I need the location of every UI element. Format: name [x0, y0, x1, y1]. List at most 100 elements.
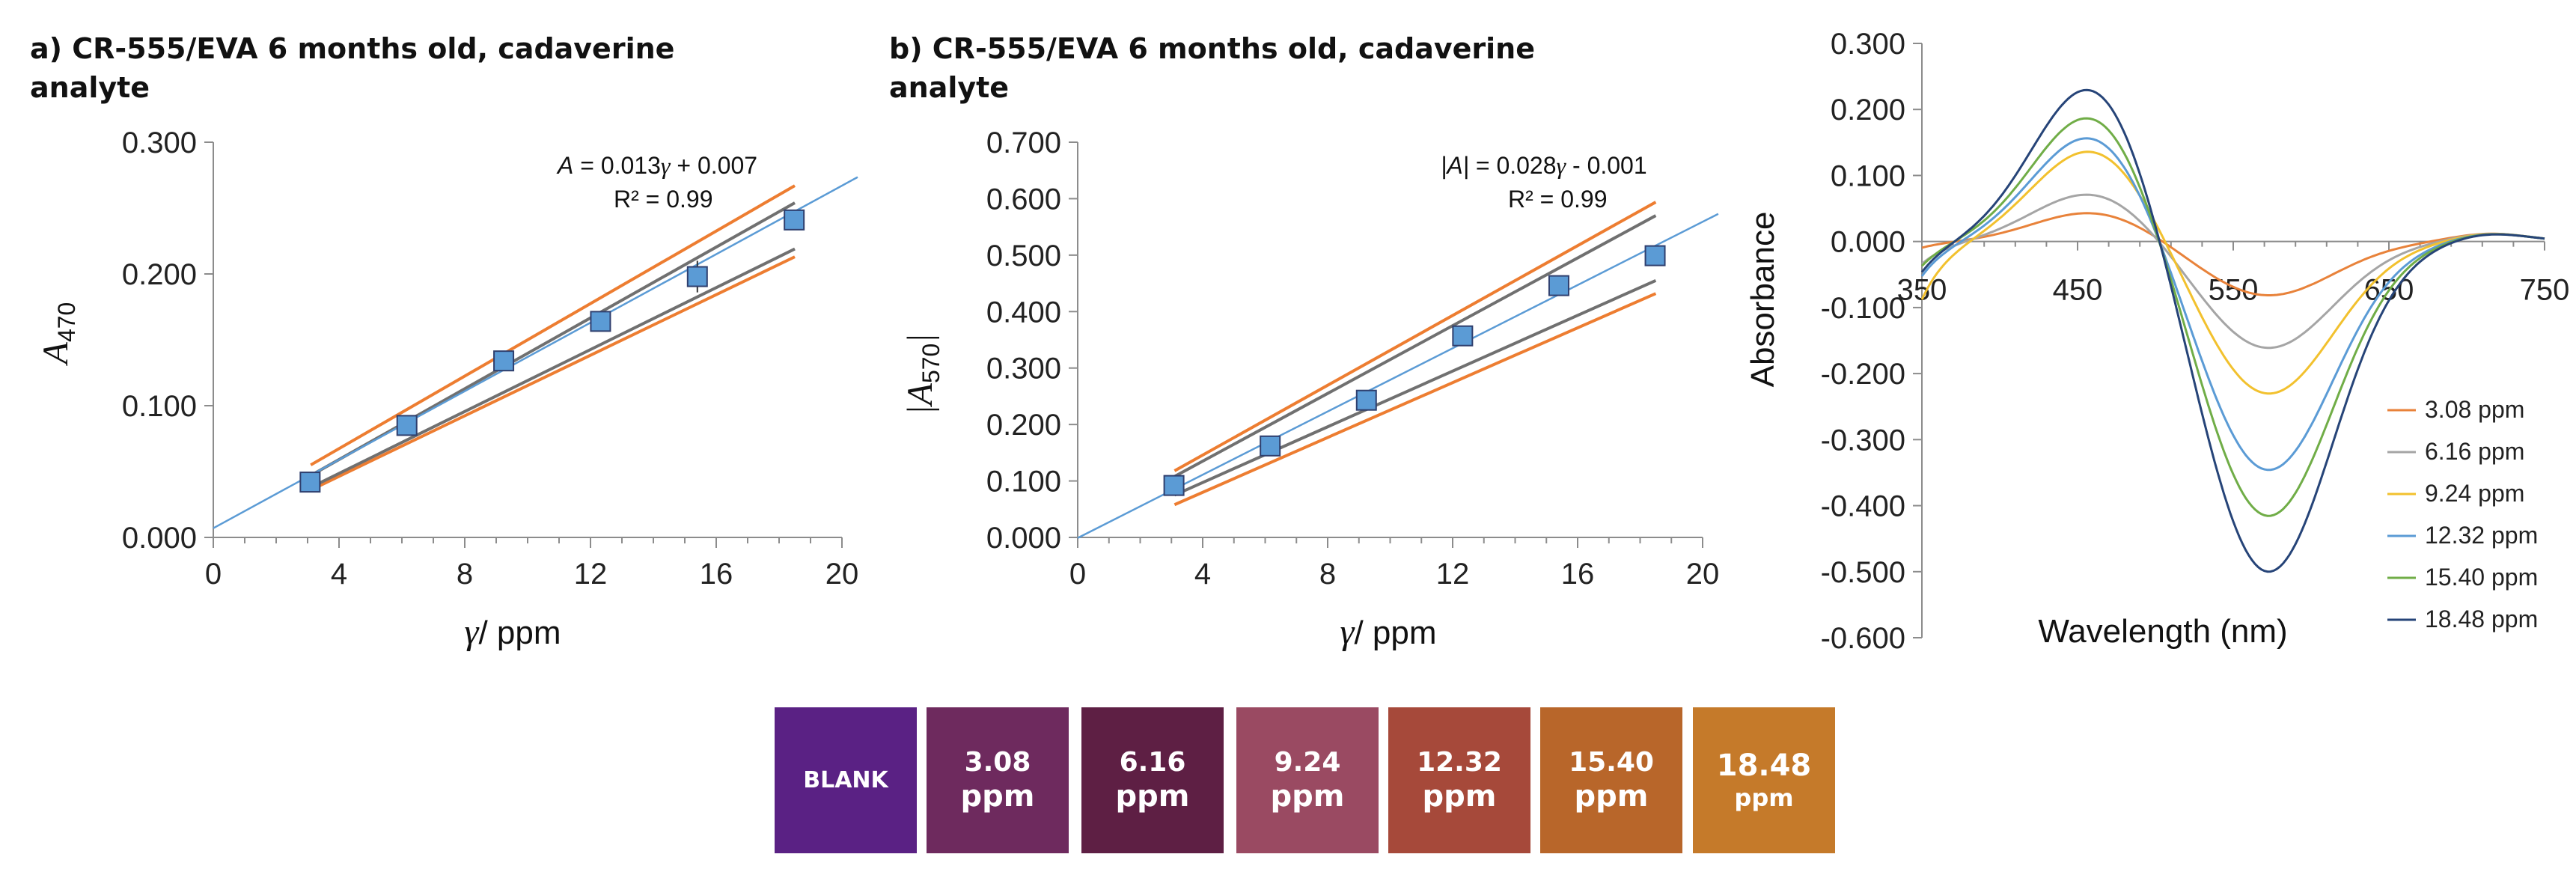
confidence-band-line — [310, 247, 796, 489]
data-point — [299, 472, 321, 493]
swatch-value: 9.24 — [1274, 746, 1341, 778]
x-tick-label: 4 — [331, 558, 347, 591]
legend-label: 3.08 ppm — [2425, 396, 2524, 423]
y-tick-label: 0.200 — [1831, 94, 1905, 126]
confidence-band-line — [1173, 278, 1657, 497]
swatch-unit: ppm — [960, 779, 1035, 814]
y-tick-label: -0.400 — [1821, 490, 1905, 523]
x-tick-label: 12 — [574, 558, 608, 591]
y-tick-label: -0.300 — [1821, 424, 1905, 457]
swatch-unit: ppm — [1115, 779, 1190, 814]
panel-c-xlabel: Wavelength (nm) — [2038, 613, 2287, 650]
panel-c-curves — [1920, 88, 2545, 573]
x-tick-label: 0 — [1069, 558, 1086, 591]
swatch-unit: ppm — [1270, 779, 1345, 814]
panel-b-lines — [1077, 201, 1719, 539]
swatch-15-40: 15.40 ppm — [1540, 707, 1682, 853]
regression-line — [1077, 213, 1719, 539]
swatch-18-48: 18.48 ppm — [1693, 707, 1835, 853]
swatch-blank: BLANK — [775, 707, 917, 853]
legend-label: 15.40 ppm — [2425, 564, 2538, 591]
legend-label: 6.16 ppm — [2425, 438, 2524, 465]
panel-a-title-line1: a) CR-555/EVA 6 months old, cadaverine — [30, 32, 674, 65]
x-tick-label: 8 — [1319, 558, 1336, 591]
y-tick-label: 0.100 — [1831, 159, 1905, 192]
x-tick-label: 750 — [2520, 274, 2570, 307]
y-tick-label: 0.100 — [122, 390, 197, 423]
panel-a: a) CR-555/EVA 6 months old, cadaverine a… — [30, 32, 858, 652]
panel-a-ticks: 0.000 0.100 0.200 0.300 0 4 8 12 16 20 — [122, 126, 858, 591]
x-tick-label: 450 — [2053, 274, 2103, 307]
x-tick-label: 0 — [205, 558, 222, 591]
y-tick-label: 0.300 — [1831, 28, 1905, 61]
panel-b: b) CR-555/EVA 6 months old, cadaverine a… — [889, 32, 1719, 652]
panel-b-r2: R² = 0.99 — [1508, 186, 1608, 213]
panel-b-xlabel: γ/ ppm — [1340, 612, 1437, 652]
panel-b-eq-var: γ — [1557, 152, 1567, 179]
panel-a-xlabel: γ/ ppm — [465, 612, 561, 652]
panel-b-eq-tail: - 0.001 — [1566, 152, 1647, 179]
data-point — [590, 311, 611, 332]
x-tick-label: 16 — [700, 558, 733, 591]
panel-c: 0.300 0.200 0.100 0.000 -0.100 -0.200 -0.300 -0… — [1745, 28, 2569, 655]
confidence-band-line — [1173, 214, 1657, 478]
y-tick-label: 0.200 — [122, 258, 197, 291]
spectrum-line — [1920, 117, 2545, 517]
y-tick-label: 0.200 — [986, 409, 1061, 442]
swatch-value: 18.48 — [1716, 748, 1812, 784]
swatch-value: 15.40 — [1569, 746, 1654, 778]
data-point — [784, 209, 805, 231]
x-tick-label: 4 — [1194, 558, 1211, 591]
panel-c-legend: 3.08 ppm 6.16 ppm 9.24 ppm 12.32 ppm 15.40 p… — [2387, 396, 2538, 632]
swatch-value: 12.32 — [1417, 746, 1502, 778]
data-point — [493, 350, 515, 372]
swatch-value: 3.08 — [964, 746, 1031, 778]
y-tick-label: -0.500 — [1821, 556, 1905, 589]
x-tick-label: 16 — [1561, 558, 1595, 591]
panel-a-eq-lead: A — [556, 152, 573, 179]
confidence-band-line — [310, 201, 796, 478]
legend-label: 12.32 ppm — [2425, 522, 2538, 549]
swatch-9-24: 9.24 ppm — [1236, 707, 1379, 853]
data-point — [1163, 475, 1185, 496]
panel-b-equation: |A| = 0.028γ - 0.001 — [1441, 152, 1647, 179]
panel-a-lines — [213, 176, 858, 529]
y-tick-label: 0.000 — [1831, 226, 1905, 259]
swatch-unit: ppm — [1422, 779, 1497, 814]
panel-a-title-line2: analyte — [30, 71, 150, 104]
y-tick-label: 0.300 — [122, 126, 197, 159]
y-tick-label: 0.100 — [986, 466, 1061, 498]
y-tick-label: -0.600 — [1821, 622, 1905, 655]
swatch-unit: ppm — [1734, 784, 1794, 813]
panel-a-equation: A = 0.013γ + 0.007 — [556, 152, 757, 179]
panel-b-eq-lead: |A| — [1441, 152, 1469, 179]
x-tick-label: 350 — [1897, 274, 1947, 307]
panel-c-ylabel: Absorbance — [1745, 212, 1781, 388]
x-tick-label: 8 — [457, 558, 473, 591]
x-tick-label: 20 — [825, 558, 859, 591]
regression-line — [213, 176, 858, 529]
swatch-3-08: 3.08 ppm — [927, 707, 1069, 853]
data-point — [1548, 275, 1569, 296]
panel-a-eq-tail: + 0.007 — [671, 152, 758, 179]
panel-b-ylabel: |A570| — [900, 333, 944, 415]
prediction-band-line — [310, 184, 796, 466]
swatch-6-16: 6.16 ppm — [1081, 707, 1224, 853]
y-tick-label: 0.000 — [122, 522, 197, 555]
spectrum-line — [1920, 150, 2545, 395]
panel-a-r2: R² = 0.99 — [614, 186, 713, 213]
y-tick-label: 0.500 — [986, 240, 1061, 272]
prediction-band-line — [1173, 292, 1657, 507]
prediction-band-line — [310, 255, 796, 492]
data-point — [1260, 435, 1281, 457]
data-point — [1355, 389, 1377, 411]
y-tick-label: 0.000 — [986, 522, 1061, 555]
spectrum-line — [1921, 193, 2545, 350]
x-tick-label: 20 — [1686, 558, 1720, 591]
y-tick-label: 0.700 — [986, 126, 1061, 159]
panel-b-title-line1: b) CR-555/EVA 6 months old, cadaverine — [889, 32, 1535, 65]
y-tick-label: -0.100 — [1821, 292, 1905, 325]
y-tick-label: 0.400 — [986, 296, 1061, 329]
prediction-band-line — [1173, 201, 1657, 472]
spectrum-line — [1921, 212, 2545, 296]
